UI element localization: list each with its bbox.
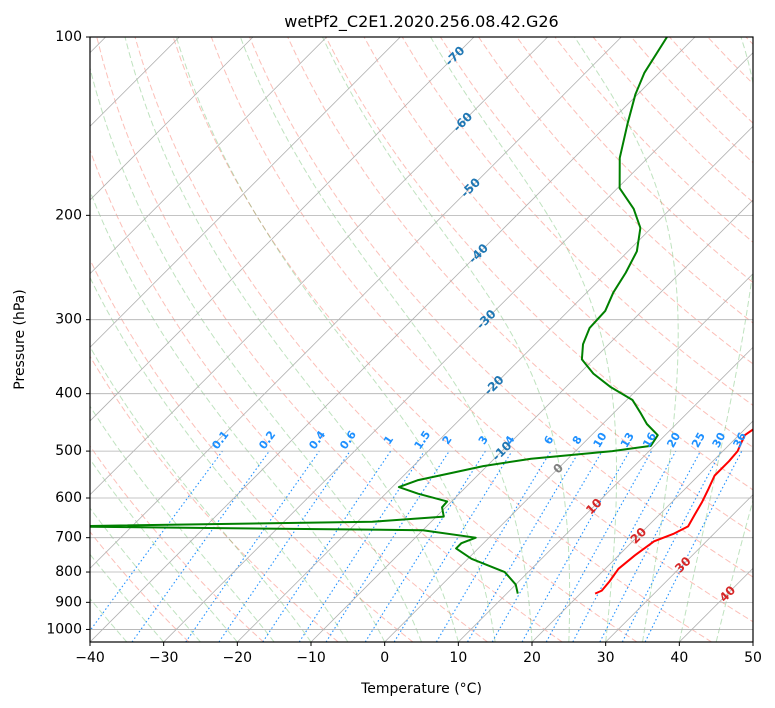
- y-tick-label: 900: [55, 594, 82, 610]
- y-tick-label: 300: [55, 312, 82, 328]
- x-tick-label: 0: [380, 650, 389, 666]
- chart-title: wetPf2_C2E1.2020.256.08.42.G26: [284, 12, 558, 32]
- x-tick-label: 40: [670, 650, 688, 666]
- y-tick-label: 800: [55, 564, 82, 580]
- y-tick-label: 1000: [46, 621, 82, 637]
- y-tick-label: 500: [55, 443, 82, 459]
- x-tick-label: −20: [223, 650, 253, 666]
- x-tick-label: −10: [296, 650, 326, 666]
- y-tick-label: 600: [55, 490, 82, 506]
- y-tick-label: 200: [55, 207, 82, 223]
- x-tick-label: 10: [449, 650, 467, 666]
- x-tick-label: −30: [149, 650, 179, 666]
- y-tick-label: 100: [55, 29, 82, 45]
- x-tick-label: 50: [744, 650, 762, 666]
- x-tick-label: −40: [75, 650, 105, 666]
- x-axis-label: Temperature (°C): [360, 681, 482, 697]
- x-tick-label: 20: [523, 650, 541, 666]
- y-tick-label: 400: [55, 386, 82, 402]
- y-axis-label: Pressure (hPa): [12, 289, 28, 389]
- y-tick-label: 700: [55, 530, 82, 546]
- x-tick-label: 30: [597, 650, 615, 666]
